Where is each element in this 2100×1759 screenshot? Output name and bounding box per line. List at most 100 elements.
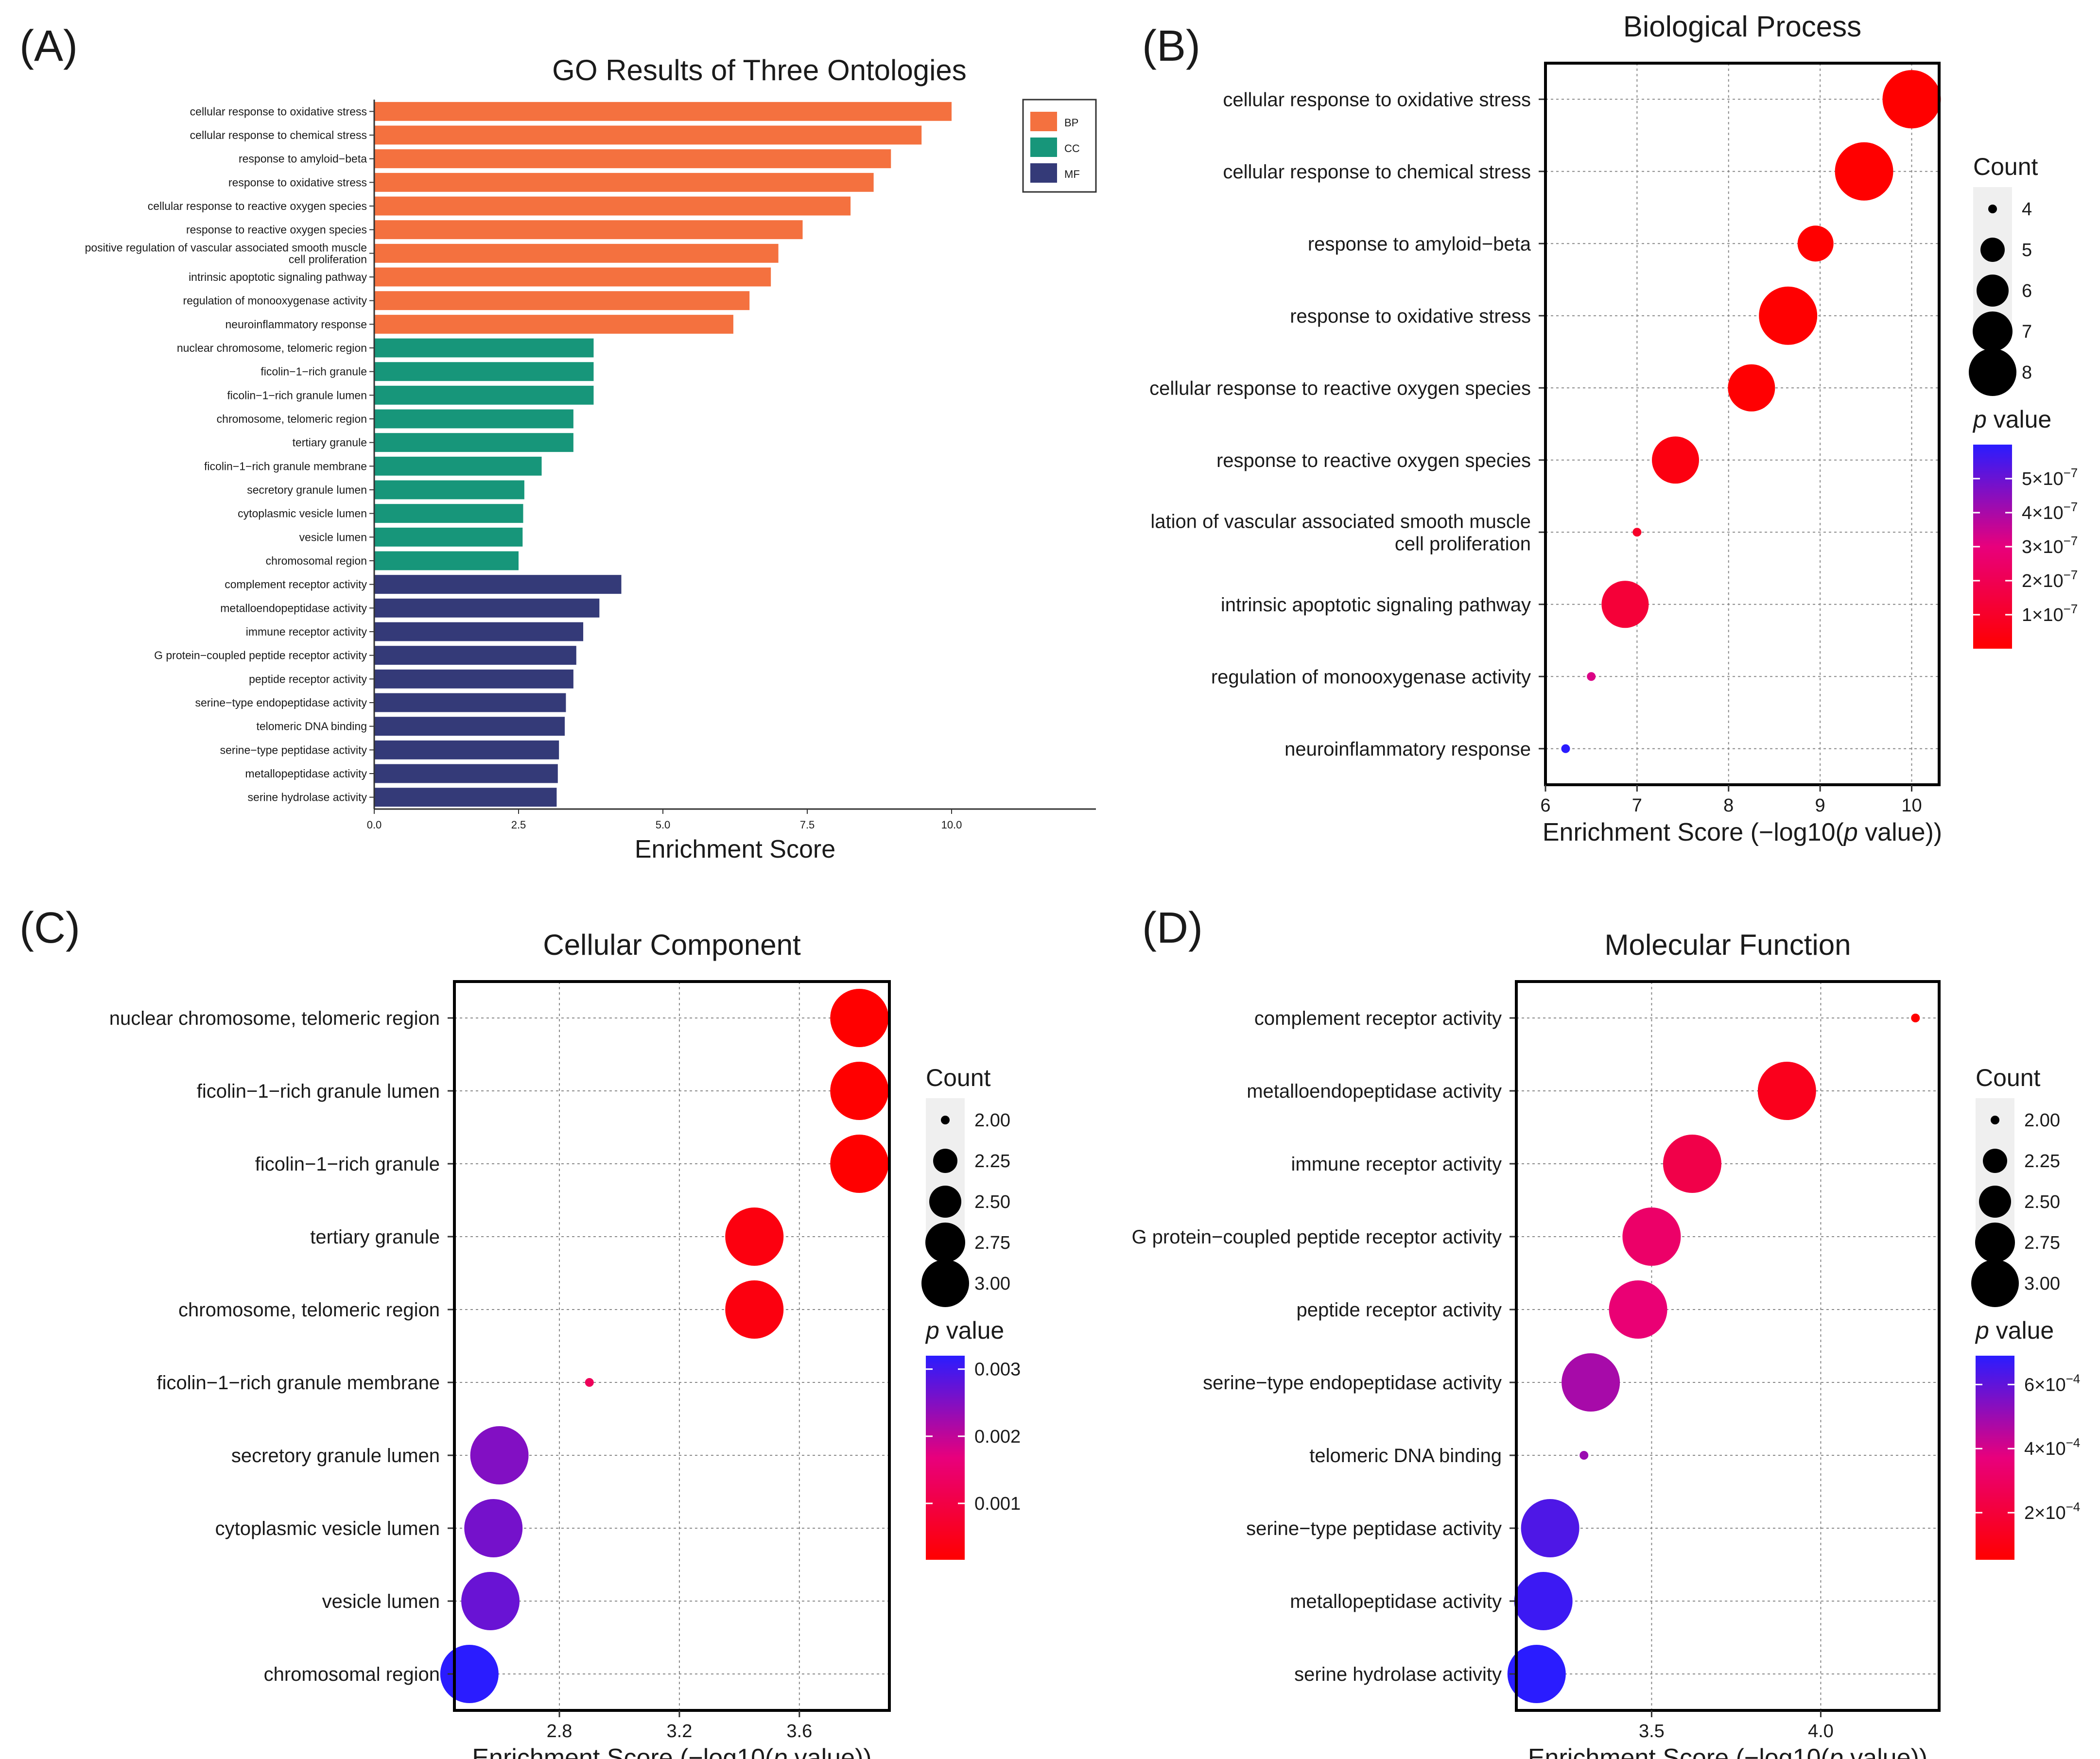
x-axis-label-part: p [1828,1744,1843,1759]
size-legend-dot [925,1223,965,1262]
category-label: ficolin−1−rich granule lumen [227,389,367,401]
panel-label-d: (D) [1142,904,1203,952]
size-legend-label: 5 [2022,240,2032,260]
color-legend-label: 2×10−7 [2022,568,2078,591]
data-point [1759,286,1818,345]
panel-a-bar-chart: GO Results of Three Ontologies cellular r… [85,54,1097,863]
x-axis-label-part: Enrichment Score (−log10( [1528,1744,1830,1759]
color-legend-label-exponent: −7 [2064,602,2078,616]
size-legend-label: 7 [2022,322,2032,342]
category-label: response to oxidative stress [1290,306,1531,327]
x-axis-label-part: value)) [1843,1744,1927,1759]
x-axis-label-part: value)) [1858,818,1942,846]
bar [374,788,557,807]
data-point [1757,1062,1816,1120]
data-point [1622,1207,1681,1266]
category-label: serine−type endopeptidase activity [1203,1372,1502,1394]
category-label: complement receptor activity [1254,1008,1502,1029]
bar [374,243,779,263]
color-legend-title-part: p [1972,406,1987,433]
data-point [461,1572,520,1630]
category-label: response to amyloid−beta [239,153,367,165]
color-legend-label-base: 2×10 [2022,571,2064,591]
category-label: vesicle lumen [322,1591,440,1612]
color-legend-title: p value [925,1317,1004,1344]
data-point [1663,1135,1721,1193]
size-legend-label: 6 [2022,281,2032,301]
size-legend-label: 2.25 [974,1151,1010,1172]
size-legend-dot [1975,1223,2015,1262]
size-legend-dot [941,1116,950,1124]
bar [374,764,558,783]
data-point [1882,70,1941,129]
category-label: intrinsic apoptotic signaling pathway [189,271,367,283]
color-legend-label-base: 0.003 [974,1360,1021,1380]
color-legend-label-base: 5×10 [2022,469,2064,489]
category-label: secretory granule lumen [247,483,367,496]
color-legend-label: 5×10−7 [2022,466,2078,489]
x-tick-label: 7.5 [800,819,815,831]
color-legend-label: 0.002 [974,1427,1021,1447]
legend-label: BP [1064,117,1078,129]
x-axis-label-part: Enrichment Score (−log10( [1543,818,1844,846]
bar [374,125,922,145]
bar [374,740,559,759]
bar [374,717,565,736]
chart-title: Molecular Function [1605,929,1851,961]
category-label: cytoplasmic vesicle lumen [215,1518,440,1539]
color-legend-title: p value [1972,406,2051,433]
category-label: chromosome, telomeric region [178,1299,440,1321]
category-label: serine hydrolase activity [248,791,367,804]
category-label: metalloendopeptidase activity [220,602,367,614]
bar [374,291,750,310]
color-legend-title-part: p [1975,1317,1989,1344]
data-point [1651,436,1699,484]
color-legend-title-part: p [925,1317,939,1344]
legend-swatch [1030,112,1057,131]
size-legend-title: Count [926,1064,991,1091]
panel-b-dot-plot: Biological Process cellular response to o… [1149,10,2078,846]
size-legend-label: 3.00 [974,1274,1010,1294]
data-point [830,1062,889,1120]
data-point [470,1426,529,1484]
category-label: intrinsic apoptotic signaling pathway [1221,594,1531,616]
category-label: serine−type endopeptidase activity [195,696,367,709]
color-legend-bar [926,1356,965,1560]
data-point [1911,1014,1920,1022]
color-legend-label-base: 4×10 [2024,1439,2066,1459]
category-label: cellular response to chemical stress [190,129,367,141]
x-tick-label: 3.5 [1639,1721,1665,1742]
color-legend-title-part: value [1989,1317,2054,1344]
color-legend-label: 4×10−4 [2024,1435,2080,1459]
size-legend-label: 2.25 [2024,1151,2060,1172]
category-label: serine−type peptidase activity [1246,1518,1502,1539]
bar [374,385,594,405]
category-label: tertiary granule [310,1226,440,1248]
size-legend-dot [1991,1116,1999,1124]
bar [374,646,576,665]
color-legend-bar [1976,1356,2014,1560]
size-legend-dot [929,1186,961,1218]
category-label: cellular response to oxidative stress [1223,89,1531,110]
color-legend-label: 1×10−7 [2022,602,2078,625]
color-legend-label-exponent: −7 [2064,534,2078,548]
panel-c-dot-plot: Cellular Component nuclear chromosome, te… [109,929,1021,1759]
category-label: cellular response to chemical stress [1223,161,1531,183]
data-point [1561,744,1570,753]
category-label: chromosomal region [264,1664,440,1685]
color-legend-label-exponent: −7 [2064,466,2078,480]
color-legend-title-part: value [939,1317,1004,1344]
category-label: peptide receptor activity [1297,1299,1502,1321]
x-axis-label: Enrichment Score (−log10(p value)) [472,1744,871,1759]
color-legend-label-base: 4×10 [2022,503,2064,523]
x-tick-label: 3.6 [786,1721,812,1742]
category-label: serine−type peptidase activity [220,743,367,756]
color-legend-label-exponent: −7 [2064,500,2078,514]
size-legend-dot [1988,205,1997,213]
bar [374,480,524,500]
x-tick-label: 10.0 [941,819,962,831]
size-legend-label: 4 [2022,199,2032,220]
category-label: metalloendopeptidase activity [1247,1081,1502,1102]
plot-frame [453,980,891,1712]
